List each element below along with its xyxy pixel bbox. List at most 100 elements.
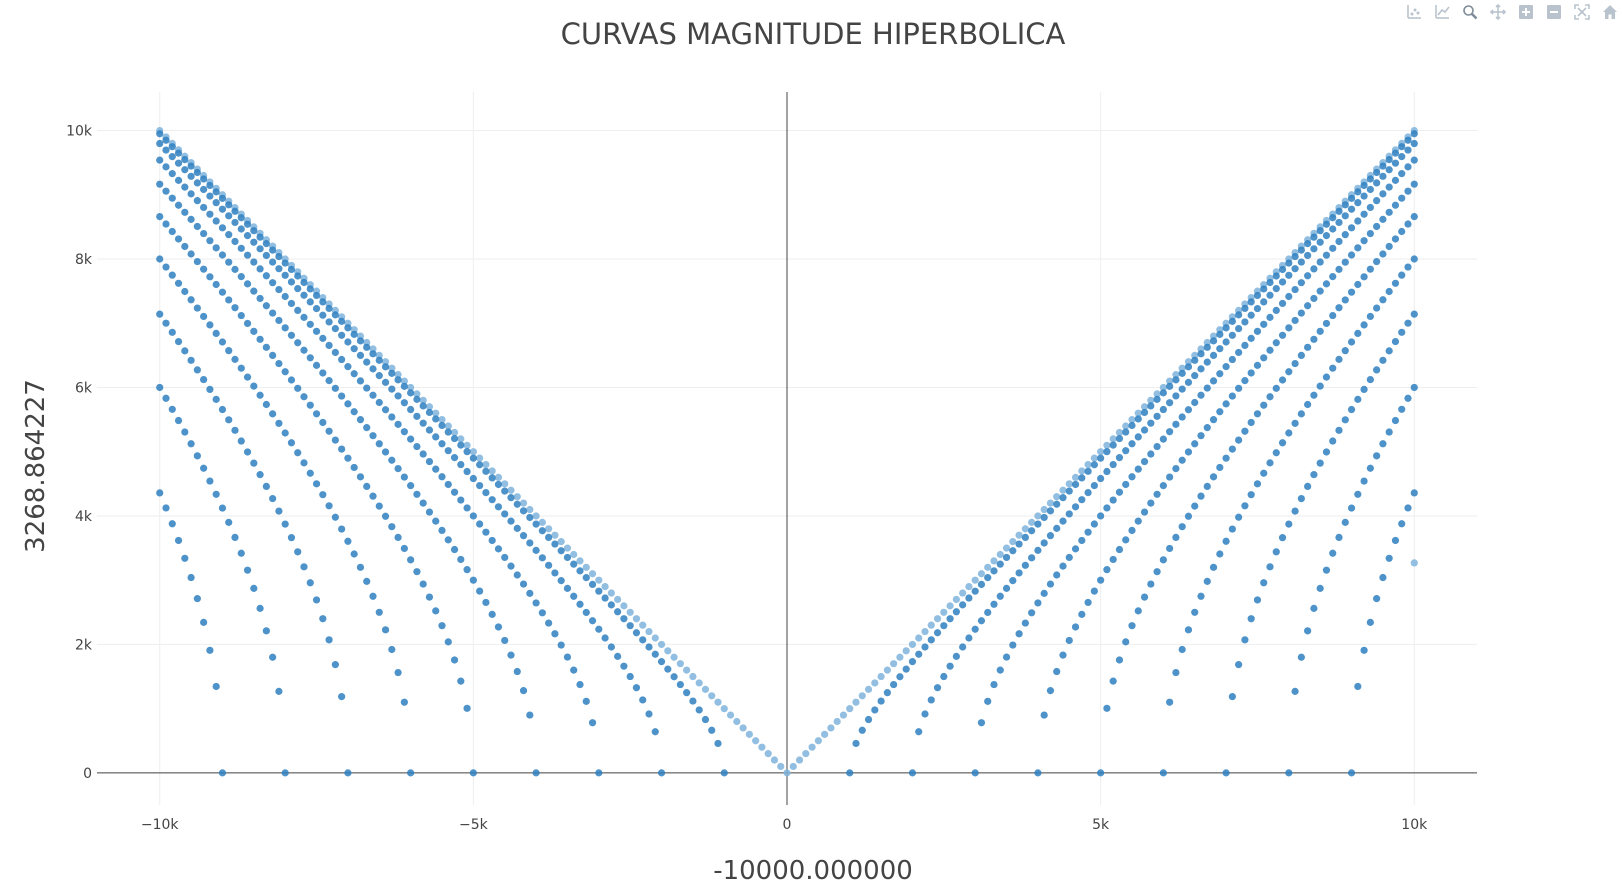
- data-point[interactable]: [1216, 345, 1224, 353]
- data-point[interactable]: [614, 595, 622, 604]
- data-point[interactable]: [237, 273, 245, 281]
- data-point[interactable]: [864, 715, 873, 724]
- data-point[interactable]: [306, 401, 314, 409]
- data-point[interactable]: [1285, 429, 1293, 437]
- data-point[interactable]: [488, 496, 496, 504]
- data-point[interactable]: [1059, 517, 1067, 525]
- data-point[interactable]: [1285, 368, 1293, 376]
- data-point[interactable]: [1222, 769, 1230, 777]
- data-point[interactable]: [1021, 561, 1029, 569]
- data-point[interactable]: [984, 563, 992, 571]
- data-point[interactable]: [1078, 536, 1086, 545]
- data-point[interactable]: [1222, 338, 1230, 346]
- data-point[interactable]: [946, 602, 954, 610]
- data-point[interactable]: [463, 467, 471, 476]
- data-point[interactable]: [281, 368, 289, 376]
- data-point[interactable]: [488, 610, 496, 618]
- data-point[interactable]: [181, 287, 189, 296]
- data-point[interactable]: [269, 309, 277, 317]
- data-point[interactable]: [1209, 377, 1218, 385]
- data-point[interactable]: [438, 526, 446, 535]
- data-point[interactable]: [237, 437, 245, 445]
- data-point[interactable]: [657, 640, 666, 649]
- data-point[interactable]: [545, 561, 553, 569]
- data-point[interactable]: [570, 550, 578, 559]
- data-point[interactable]: [174, 201, 183, 209]
- data-point[interactable]: [350, 463, 358, 472]
- data-point[interactable]: [1159, 383, 1167, 392]
- data-point[interactable]: [174, 235, 183, 243]
- data-point[interactable]: [501, 510, 509, 518]
- data-point[interactable]: [162, 263, 170, 271]
- data-point[interactable]: [1065, 636, 1073, 645]
- data-point[interactable]: [1209, 563, 1218, 571]
- data-point[interactable]: [1260, 298, 1268, 306]
- data-point[interactable]: [1128, 526, 1136, 535]
- data-point[interactable]: [181, 166, 189, 174]
- data-point[interactable]: [1140, 408, 1149, 417]
- data-point[interactable]: [243, 220, 252, 228]
- data-point[interactable]: [1197, 492, 1205, 500]
- data-point[interactable]: [1134, 465, 1142, 473]
- data-point[interactable]: [971, 769, 979, 777]
- data-point[interactable]: [645, 627, 653, 636]
- data-point[interactable]: [1178, 369, 1186, 377]
- data-point[interactable]: [394, 392, 402, 400]
- data-point[interactable]: [1228, 525, 1236, 533]
- data-point[interactable]: [1109, 460, 1117, 469]
- data-point[interactable]: [877, 697, 885, 705]
- data-point[interactable]: [1065, 553, 1073, 562]
- data-point[interactable]: [626, 622, 634, 630]
- data-point[interactable]: [1103, 467, 1111, 476]
- data-point[interactable]: [977, 719, 986, 727]
- data-point[interactable]: [338, 317, 346, 325]
- data-point[interactable]: [582, 563, 590, 571]
- data-point[interactable]: [350, 408, 358, 416]
- data-point[interactable]: [369, 432, 377, 440]
- data-point[interactable]: [1373, 222, 1381, 231]
- zoom-out-button[interactable]: [1542, 0, 1566, 24]
- data-point[interactable]: [488, 536, 496, 545]
- data-point[interactable]: [1341, 518, 1349, 526]
- data-point[interactable]: [1391, 235, 1400, 243]
- data-point[interactable]: [168, 143, 176, 151]
- data-point[interactable]: [218, 194, 227, 202]
- data-point[interactable]: [1404, 163, 1412, 171]
- data-point[interactable]: [1097, 454, 1105, 462]
- zoom-in-button[interactable]: [1514, 0, 1538, 24]
- data-point[interactable]: [1247, 311, 1255, 319]
- data-point[interactable]: [996, 550, 1004, 559]
- data-point[interactable]: [526, 711, 534, 719]
- data-point[interactable]: [1103, 448, 1111, 456]
- data-point[interactable]: [595, 587, 603, 595]
- data-point[interactable]: [996, 592, 1004, 600]
- data-point[interactable]: [1322, 448, 1331, 456]
- data-point[interactable]: [1184, 378, 1193, 386]
- data-point[interactable]: [1184, 512, 1193, 520]
- data-point[interactable]: [1059, 562, 1067, 570]
- data-point[interactable]: [657, 769, 666, 777]
- data-point[interactable]: [344, 400, 352, 408]
- data-point[interactable]: [1304, 627, 1312, 635]
- data-point[interactable]: [1341, 296, 1349, 304]
- data-point[interactable]: [1278, 376, 1287, 384]
- data-point[interactable]: [557, 538, 565, 546]
- data-point[interactable]: [940, 608, 948, 616]
- data-point[interactable]: [338, 331, 346, 339]
- data-point[interactable]: [1134, 433, 1142, 441]
- data-point[interactable]: [1166, 377, 1174, 385]
- data-point[interactable]: [927, 696, 935, 704]
- data-point[interactable]: [1235, 436, 1243, 444]
- data-point[interactable]: [651, 728, 659, 736]
- data-point[interactable]: [1159, 482, 1167, 490]
- data-point[interactable]: [1040, 539, 1048, 547]
- data-point[interactable]: [1297, 653, 1305, 661]
- data-point[interactable]: [626, 608, 634, 616]
- data-point[interactable]: [1015, 630, 1023, 638]
- data-point[interactable]: [1304, 251, 1312, 260]
- data-point[interactable]: [381, 406, 390, 414]
- data-point[interactable]: [1347, 224, 1356, 232]
- data-point[interactable]: [413, 442, 421, 451]
- data-point[interactable]: [821, 730, 829, 738]
- data-point[interactable]: [231, 304, 239, 312]
